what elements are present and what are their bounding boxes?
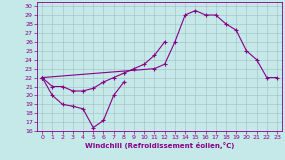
- X-axis label: Windchill (Refroidissement éolien,°C): Windchill (Refroidissement éolien,°C): [85, 142, 234, 149]
